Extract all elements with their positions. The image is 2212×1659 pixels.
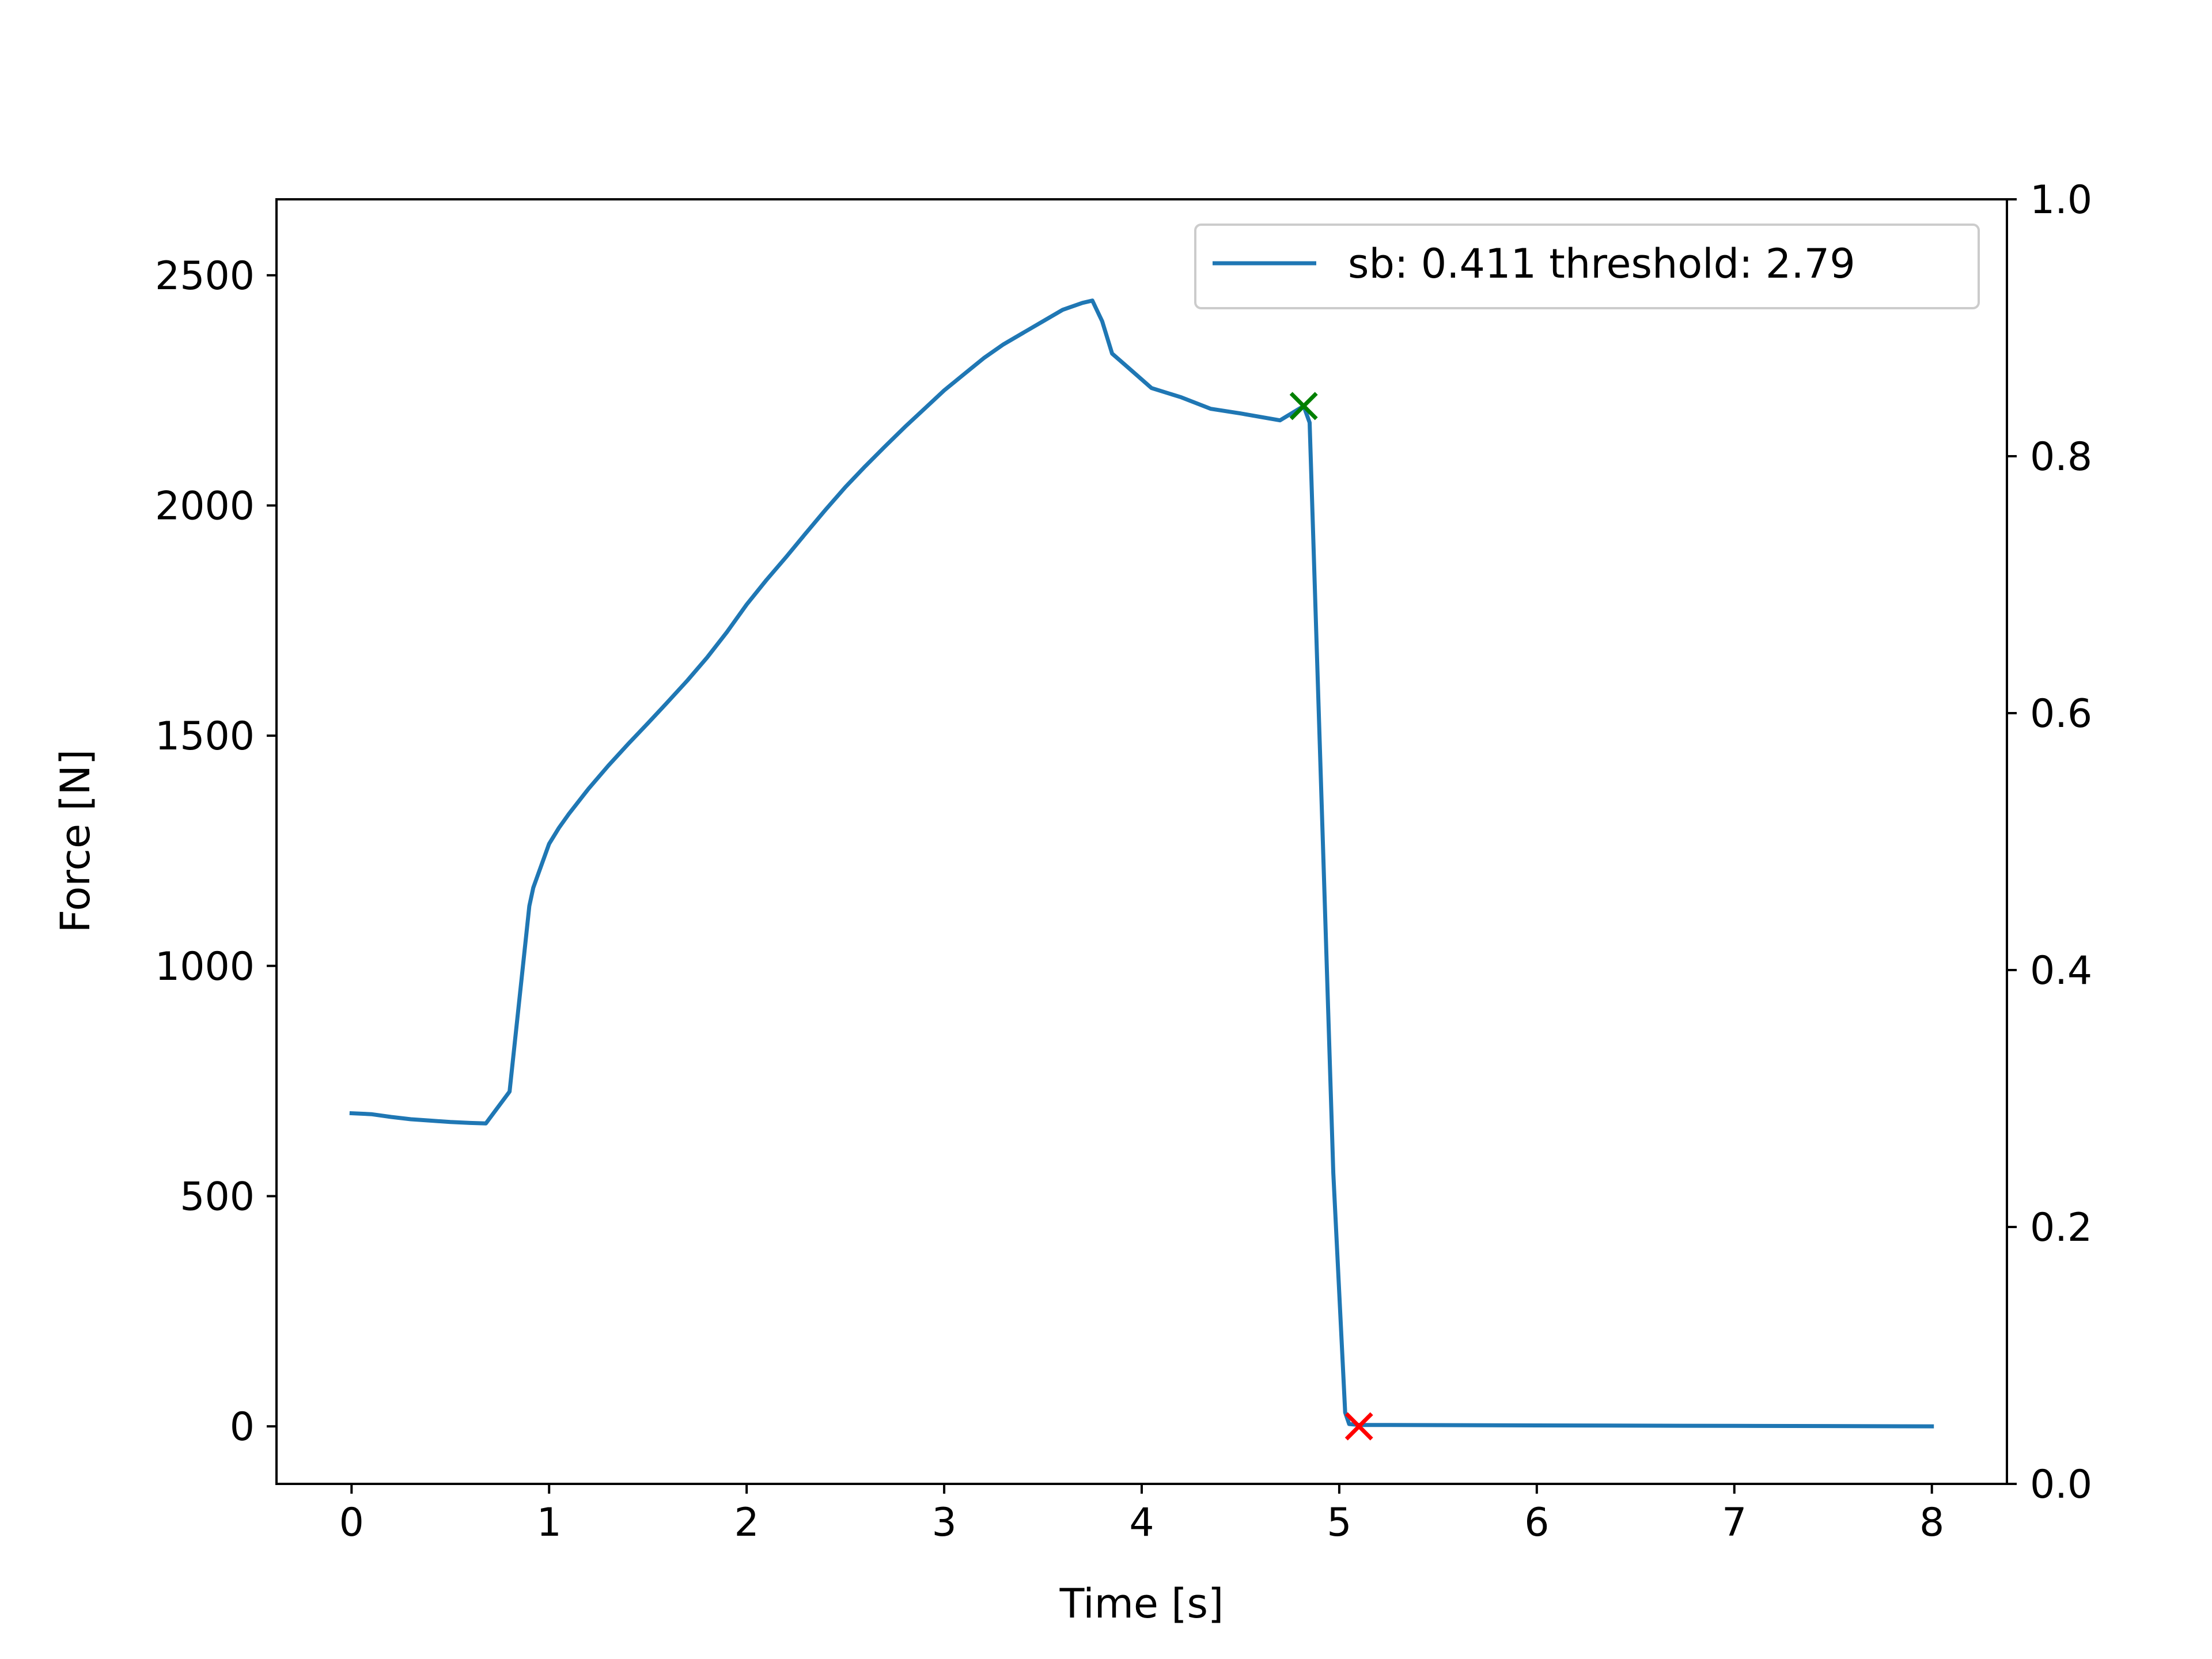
x-tick-label: 0	[339, 1500, 364, 1546]
x-axis-ticks: 0 1 2 3 4 5 6 7 8	[339, 1484, 1944, 1546]
y-tick-label: 1000	[155, 944, 255, 990]
y2-tick-label: 0.2	[2030, 1205, 2092, 1251]
plot-area	[276, 199, 2007, 1484]
y2-tick-label: 0.6	[2030, 691, 2092, 737]
y-tick-label: 500	[180, 1174, 255, 1219]
x-axis-label: Time [s]	[1059, 1580, 1224, 1627]
y2-tick-label: 0.0	[2030, 1462, 2092, 1508]
marker-0	[1289, 392, 1318, 421]
line-layer	[349, 298, 1934, 1429]
y2-tick-label: 0.8	[2030, 434, 2092, 480]
x-tick-label: 7	[1722, 1500, 1747, 1546]
marker-1-stroke-b	[1344, 1412, 1373, 1441]
y-tick-label: 0	[230, 1404, 255, 1450]
y-tick-label: 1500	[155, 714, 255, 759]
y-tick-label: 2500	[155, 253, 255, 299]
y-axis-label: Force [N]	[52, 749, 99, 933]
y-axis-ticks: 0 500 1000 1500 2000 2500	[155, 253, 276, 1450]
x-tick-label: 4	[1129, 1500, 1154, 1546]
legend-label: sb: 0.411 threshold: 2.79	[1348, 240, 1855, 287]
legend-box	[1194, 224, 1980, 309]
marker-0-stroke-b	[1289, 392, 1318, 421]
legend: sb: 0.411 threshold: 2.79	[1194, 224, 1980, 309]
y-tick-label: 2000	[155, 484, 255, 529]
x-tick-label: 5	[1327, 1500, 1351, 1546]
series-line-0	[349, 298, 1934, 1429]
marker-1	[1344, 1412, 1373, 1441]
x-tick-label: 3	[931, 1500, 956, 1546]
x-tick-label: 8	[1919, 1500, 1944, 1546]
y2-tick-label: 0.4	[2030, 948, 2092, 994]
marker-layer	[1289, 392, 1373, 1441]
y2-tick-label: 1.0	[2030, 177, 2092, 223]
x-tick-label: 6	[1524, 1500, 1549, 1546]
y2-axis-ticks: 0.0 0.2 0.4 0.6 0.8 1.0	[2007, 177, 2092, 1508]
x-tick-label: 1	[537, 1500, 562, 1546]
x-tick-label: 2	[734, 1500, 759, 1546]
